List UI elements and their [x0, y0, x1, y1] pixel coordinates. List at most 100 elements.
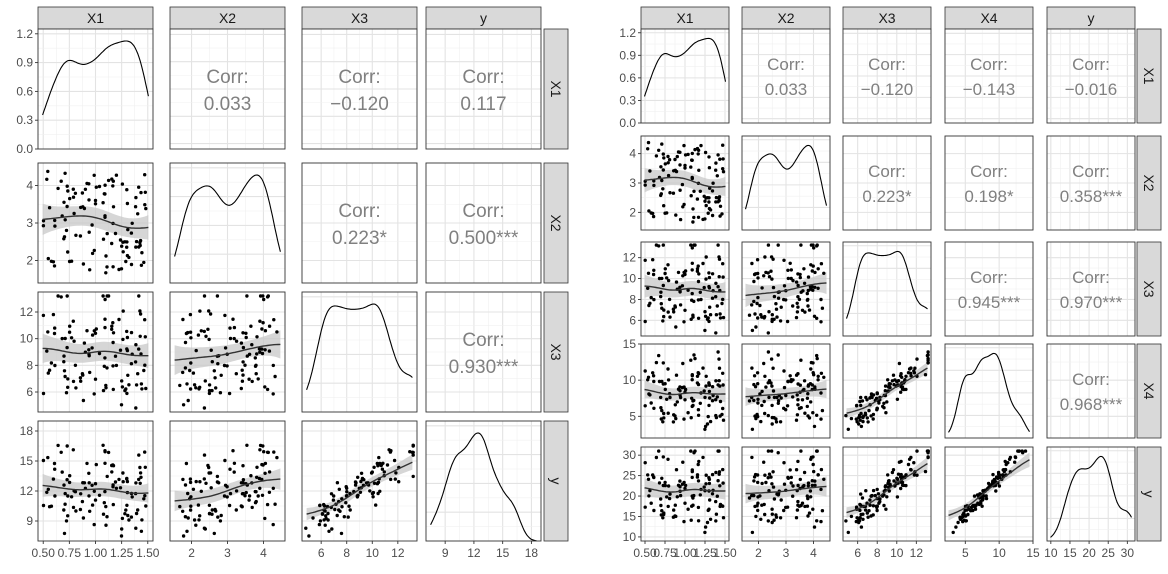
- data-point: [125, 347, 129, 351]
- data-point: [770, 422, 774, 426]
- data-point: [812, 314, 817, 318]
- data-point: [714, 168, 718, 172]
- data-point: [250, 505, 254, 510]
- data-point: [659, 165, 663, 169]
- data-point: [753, 312, 757, 316]
- data-point: [844, 519, 848, 523]
- y-tick-label: 9: [26, 514, 33, 528]
- data-point: [385, 463, 390, 467]
- data-point: [775, 395, 779, 400]
- data-point: [816, 267, 820, 271]
- data-point: [73, 191, 78, 195]
- data-point: [674, 169, 679, 174]
- data-point: [646, 271, 651, 275]
- data-point: [74, 233, 78, 237]
- data-point: [66, 514, 70, 518]
- data-point: [703, 427, 707, 431]
- data-point: [698, 290, 702, 294]
- data-point: [335, 513, 339, 518]
- data-point: [662, 512, 666, 517]
- row-strip: [543, 420, 569, 542]
- data-point: [323, 523, 327, 527]
- data-point: [766, 519, 770, 523]
- data-point: [394, 471, 398, 475]
- data-point: [63, 218, 67, 222]
- data-point: [110, 324, 114, 328]
- data-point: [815, 353, 819, 358]
- data-point: [844, 413, 848, 418]
- data-point: [332, 494, 336, 498]
- data-point: [890, 470, 895, 475]
- data-point: [104, 271, 108, 275]
- data-point: [806, 275, 811, 279]
- data-point: [659, 497, 663, 501]
- data-point: [703, 424, 708, 429]
- data-point: [690, 396, 694, 400]
- data-point: [705, 422, 710, 426]
- data-point: [337, 487, 341, 491]
- data-point: [819, 519, 823, 524]
- data-point: [704, 374, 708, 378]
- data-point: [710, 385, 715, 389]
- data-point: [811, 462, 815, 467]
- data-point: [813, 270, 817, 275]
- data-point: [717, 366, 722, 370]
- data-point: [689, 243, 693, 247]
- data-point: [706, 508, 710, 513]
- data-point: [103, 317, 107, 321]
- data-point: [231, 449, 235, 453]
- data-point: [191, 487, 196, 491]
- data-point: [716, 479, 720, 483]
- data-point: [897, 361, 902, 366]
- data-point: [41, 224, 46, 228]
- data-point: [661, 382, 665, 386]
- data-point: [806, 384, 810, 388]
- data-point: [770, 482, 774, 486]
- data-point: [923, 469, 928, 474]
- data-point: [819, 297, 823, 302]
- data-point: [708, 313, 713, 317]
- data-point: [885, 495, 889, 499]
- data-point: [776, 492, 781, 496]
- data-point: [121, 309, 125, 313]
- data-point: [796, 398, 800, 402]
- data-point: [782, 508, 786, 513]
- data-point: [714, 499, 718, 504]
- data-point: [136, 508, 140, 512]
- data-point: [895, 495, 900, 499]
- data-point: [752, 475, 757, 479]
- data-point: [806, 392, 810, 396]
- data-point: [797, 297, 802, 302]
- data-point: [778, 319, 783, 323]
- data-point: [203, 379, 207, 383]
- data-point: [716, 449, 720, 453]
- data-point: [111, 321, 115, 325]
- data-point: [71, 195, 76, 199]
- data-point: [362, 478, 366, 482]
- data-point: [207, 337, 211, 342]
- data-point: [648, 169, 652, 173]
- data-point: [661, 168, 665, 172]
- data-point: [1008, 455, 1013, 460]
- smooth-line: [644, 388, 726, 396]
- data-point: [710, 296, 715, 300]
- data-point: [144, 206, 148, 211]
- data-point: [750, 366, 754, 370]
- y-tick-label: 2: [26, 254, 33, 268]
- data-point: [795, 393, 799, 397]
- data-point: [666, 504, 670, 509]
- data-point: [696, 152, 700, 156]
- data-point: [134, 239, 139, 244]
- data-point: [79, 379, 83, 383]
- data-point: [686, 288, 690, 292]
- data-point: [85, 461, 89, 466]
- data-point: [666, 367, 670, 371]
- y-tick-label: 1.2: [16, 27, 33, 41]
- data-point: [266, 294, 270, 298]
- data-point: [883, 485, 887, 489]
- data-point: [883, 389, 887, 393]
- data-point: [926, 361, 930, 365]
- data-point: [708, 305, 712, 309]
